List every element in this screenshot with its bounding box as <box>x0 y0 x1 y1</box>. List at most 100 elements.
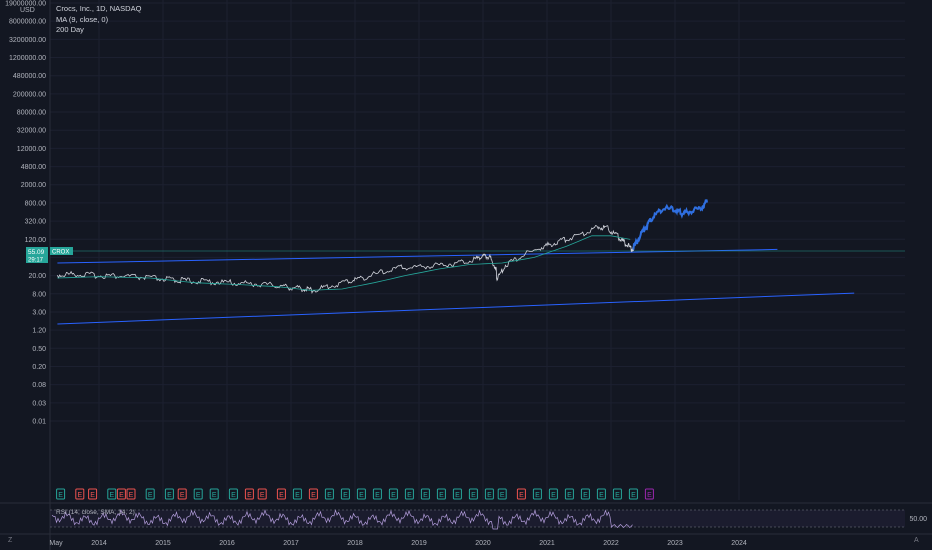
earnings-label: E <box>180 492 185 499</box>
earnings-label: E <box>295 492 300 499</box>
x-tick-label: 2018 <box>347 540 363 547</box>
x-tick-label: 2023 <box>667 540 683 547</box>
earnings-marker[interactable]: E <box>107 488 117 500</box>
rsi-level-label: 50.00 <box>909 516 927 523</box>
x-tick-label: 2020 <box>475 540 491 547</box>
earnings-marker[interactable]: E <box>276 488 286 500</box>
series-projection[interactable] <box>632 199 708 250</box>
y-tick-label: 120.00 <box>25 237 47 244</box>
earnings-label: E <box>439 492 444 499</box>
x-tick-label: 2019 <box>411 540 427 547</box>
y-tick-label: 3200000.00 <box>9 37 46 44</box>
earnings-marker[interactable]: E <box>340 488 350 500</box>
earnings-marker[interactable]: E <box>116 488 126 500</box>
earnings-marker[interactable]: E <box>612 488 622 500</box>
earnings-marker[interactable]: E <box>644 488 654 500</box>
earnings-marker[interactable]: E <box>164 488 174 500</box>
ma200-indicator-label[interactable]: 200 Day <box>56 25 84 34</box>
earnings-label: E <box>167 492 172 499</box>
y-axis: 19000000.00 8000000.00 3200000.00 1200000.0… <box>5 1 46 426</box>
earnings-marker[interactable]: E <box>596 488 606 500</box>
y-tick-label: 32000.00 <box>17 128 46 135</box>
series-crox[interactable] <box>57 225 634 295</box>
ma-indicator-label[interactable]: MA (9, close, 0) <box>56 14 109 24</box>
earnings-marker[interactable]: E <box>177 488 187 500</box>
earnings-label: E <box>551 492 556 499</box>
earnings-marker[interactable]: E <box>436 488 446 500</box>
earnings-marker[interactable]: E <box>209 488 219 500</box>
earnings-marker[interactable]: E <box>532 488 542 500</box>
zoom-button[interactable]: Z <box>8 537 13 544</box>
earnings-marker[interactable]: E <box>228 488 238 500</box>
earnings-marker[interactable]: E <box>257 488 267 500</box>
earnings-label: E <box>519 492 524 499</box>
earnings-marker[interactable]: E <box>580 488 590 500</box>
series-200-day[interactable] <box>57 235 631 291</box>
y-tick-label: 12000.00 <box>17 146 46 153</box>
trendline <box>57 248 778 264</box>
earnings-marker[interactable]: E <box>372 488 382 500</box>
earnings-marker[interactable]: E <box>88 488 98 500</box>
y-tick-label: 80000.00 <box>17 110 46 117</box>
earnings-marker[interactable]: E <box>292 488 302 500</box>
y-tick-label: 0.01 <box>32 419 46 426</box>
earnings-label: E <box>631 492 636 499</box>
earnings-marker[interactable]: E <box>404 488 414 500</box>
earnings-marker[interactable]: E <box>497 488 507 500</box>
earnings-label: E <box>647 492 652 499</box>
earnings-marker[interactable]: E <box>75 488 85 500</box>
x-tick-label: 2015 <box>155 540 171 547</box>
earnings-label: E <box>129 492 134 499</box>
earnings-label: E <box>90 492 95 499</box>
earnings-marker[interactable]: E <box>126 488 136 500</box>
currency-label: USD <box>20 7 35 14</box>
earnings-marker[interactable]: E <box>244 488 254 500</box>
earnings-label: E <box>343 492 348 499</box>
earnings-label: E <box>212 492 217 499</box>
earnings-marker[interactable]: E <box>324 488 334 500</box>
y-tick-label: 0.50 <box>32 346 46 353</box>
earnings-marker[interactable]: E <box>308 488 318 500</box>
symbol-title[interactable]: Crocs, Inc., 1D, NASDAQ <box>56 4 142 13</box>
earnings-marker[interactable]: E <box>468 488 478 500</box>
x-axis: May 2014 2015 2016 2017 2018 2019 2020 2021 2022 2… <box>49 540 747 547</box>
earnings-marker[interactable]: E <box>56 488 66 500</box>
rsi-line[interactable] <box>51 508 633 530</box>
earnings-marker[interactable]: E <box>548 488 558 500</box>
earnings-marker[interactable]: E <box>516 488 526 500</box>
earnings-marker[interactable]: E <box>564 488 574 500</box>
earnings-marker[interactable]: E <box>484 488 494 500</box>
rsi-pane: RSI (14, close, SMA, 14, 2) 50.00 <box>50 508 927 530</box>
rsi-band <box>50 510 905 527</box>
earnings-marker[interactable]: E <box>420 488 430 500</box>
earnings-label: E <box>327 492 332 499</box>
earnings-marker[interactable]: E <box>145 488 155 500</box>
earnings-label: E <box>615 492 620 499</box>
auto-scale-button[interactable]: A <box>914 537 919 544</box>
y-tick-label: 8.00 <box>32 291 46 298</box>
x-tick-label: 2017 <box>283 540 299 547</box>
x-tick-label: 2021 <box>539 540 555 547</box>
price-tag-symbol: CROX <box>52 250 69 256</box>
trendline <box>57 292 855 325</box>
y-tick-label: 0.20 <box>32 364 46 371</box>
earnings-label: E <box>599 492 604 499</box>
y-tick-label: 0.08 <box>32 382 46 389</box>
earnings-marker[interactable]: E <box>452 488 462 500</box>
earnings-marker[interactable]: E <box>628 488 638 500</box>
earnings-label: E <box>423 492 428 499</box>
rsi-label[interactable]: RSI (14, close, SMA, 14, 2) <box>56 509 135 516</box>
earnings-label: E <box>471 492 476 499</box>
earnings-marker[interactable]: E <box>388 488 398 500</box>
earnings-label: E <box>375 492 380 499</box>
earnings-marker[interactable]: E <box>356 488 366 500</box>
earnings-label: E <box>567 492 572 499</box>
y-tick-label: 20.00 <box>28 273 46 280</box>
y-tick-label: 1.20 <box>32 328 46 335</box>
earnings-marker[interactable]: E <box>193 488 203 500</box>
trendlines <box>50 248 905 325</box>
earnings-label: E <box>77 492 82 499</box>
y-tick-label: 1200000.00 <box>9 55 46 62</box>
